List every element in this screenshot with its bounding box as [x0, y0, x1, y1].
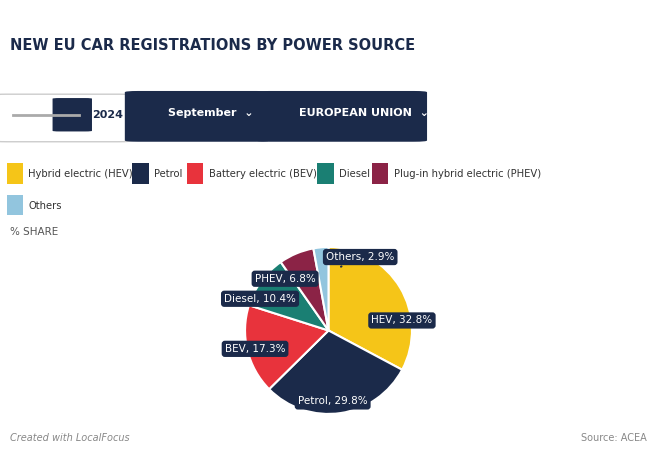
Text: EUROPEAN UNION  ⌄: EUROPEAN UNION ⌄ — [299, 108, 429, 118]
Text: Hybrid electric (HEV): Hybrid electric (HEV) — [28, 169, 133, 179]
FancyBboxPatch shape — [132, 163, 148, 184]
Text: PHEV, 6.8%: PHEV, 6.8% — [255, 274, 315, 284]
FancyBboxPatch shape — [256, 91, 427, 142]
Text: Plug-in hybrid electric (PHEV): Plug-in hybrid electric (PHEV) — [394, 169, 541, 179]
FancyBboxPatch shape — [187, 163, 203, 184]
FancyBboxPatch shape — [53, 98, 92, 131]
Text: Source: ACEA: Source: ACEA — [581, 433, 647, 443]
Wedge shape — [245, 305, 328, 389]
Text: Petrol: Petrol — [154, 169, 182, 179]
FancyBboxPatch shape — [7, 195, 23, 215]
Text: Others, 2.9%: Others, 2.9% — [326, 252, 394, 267]
FancyBboxPatch shape — [372, 163, 388, 184]
Text: Petrol, 29.8%: Petrol, 29.8% — [298, 385, 367, 406]
FancyBboxPatch shape — [0, 94, 131, 142]
Text: NEW EU CAR REGISTRATIONS BY POWER SOURCE: NEW EU CAR REGISTRATIONS BY POWER SOURCE — [10, 38, 415, 53]
Wedge shape — [269, 330, 402, 414]
Text: Others: Others — [28, 201, 62, 211]
FancyBboxPatch shape — [125, 91, 269, 142]
Text: HEV, 32.8%: HEV, 32.8% — [371, 315, 432, 325]
Text: 2024: 2024 — [92, 110, 123, 120]
FancyBboxPatch shape — [7, 163, 23, 184]
Text: % SHARE: % SHARE — [10, 227, 58, 237]
Text: BEV, 17.3%: BEV, 17.3% — [225, 344, 285, 354]
Text: Battery electric (BEV): Battery electric (BEV) — [208, 169, 317, 179]
Text: Diesel, 10.4%: Diesel, 10.4% — [224, 294, 296, 304]
Text: Diesel: Diesel — [339, 169, 370, 179]
Wedge shape — [249, 262, 328, 330]
Wedge shape — [281, 248, 328, 330]
FancyBboxPatch shape — [317, 163, 334, 184]
Text: September  ⌄: September ⌄ — [168, 108, 253, 118]
Wedge shape — [328, 247, 412, 370]
Text: Created with LocalFocus: Created with LocalFocus — [10, 433, 129, 443]
Wedge shape — [313, 247, 328, 330]
